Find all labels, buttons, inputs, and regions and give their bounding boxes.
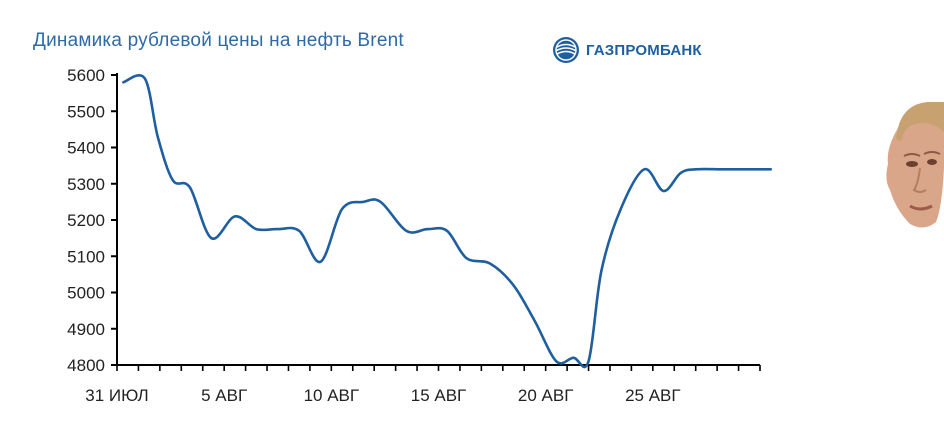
data-point [122, 81, 125, 84]
data-point [143, 77, 146, 80]
data-point [379, 200, 382, 203]
gazprombank-logo-icon [553, 37, 579, 63]
x-tick-label: 5 АВГ [201, 386, 247, 405]
y-tick-label: 5500 [67, 102, 105, 121]
data-point [156, 135, 159, 138]
x-tick-label: 31 ИЮЛ [85, 386, 148, 405]
y-tick-label: 5200 [67, 211, 105, 230]
data-point [171, 179, 174, 182]
data-point [465, 257, 468, 260]
y-tick-label: 4900 [67, 320, 105, 339]
data-point [340, 208, 344, 211]
data-point [276, 228, 279, 231]
data-point [587, 360, 590, 363]
data-point [722, 168, 725, 171]
data-point [405, 229, 408, 232]
data-point [555, 360, 558, 363]
y-tick-label: 5100 [67, 247, 105, 266]
data-point [600, 269, 603, 272]
data-point [298, 229, 301, 232]
data-point [643, 168, 646, 171]
data-point [533, 320, 537, 323]
y-tick-label: 5400 [67, 139, 105, 158]
data-point [255, 228, 258, 231]
brand-logo: ГАЗПРОМБАНК [552, 36, 702, 64]
x-tick-label: 25 АВГ [625, 386, 681, 405]
data-point [233, 215, 236, 218]
data-point [662, 189, 665, 193]
data-point [572, 356, 575, 359]
person-photo [886, 102, 944, 228]
data-point [488, 262, 491, 265]
x-tick-label: 10 АВГ [304, 386, 360, 405]
data-point [210, 237, 213, 240]
data-point [769, 168, 772, 171]
data-point [188, 186, 191, 189]
brand-name: ГАЗПРОМБАНК [586, 41, 702, 59]
y-axis: 4800 4900 5000 5100 5200 5300 5400 5500 5600 [67, 66, 118, 375]
x-tick-label: 20 АВГ [518, 386, 574, 405]
data-point [694, 168, 697, 171]
y-tick-label: 5000 [67, 284, 105, 303]
data-point [619, 208, 622, 211]
data-point [319, 260, 322, 263]
y-tick-label: 4800 [67, 356, 105, 375]
x-axis: 31 ИЮЛ 5 АВГ 10 АВГ 15 АВГ 20 АВГ 25 АВГ [85, 364, 761, 405]
data-point [362, 200, 365, 203]
data-point [426, 228, 429, 231]
y-tick-label: 5300 [67, 175, 105, 194]
x-tick-label: 15 АВГ [411, 386, 467, 405]
data-point [743, 168, 747, 171]
data-point [446, 229, 449, 232]
data-point [512, 284, 515, 287]
y-tick-label: 5600 [67, 66, 105, 85]
chart-title: Динамика рублевой цены на нефть Brent [33, 30, 404, 51]
series-layer [122, 73, 772, 369]
data-point [679, 171, 682, 174]
series-line [122, 73, 772, 369]
